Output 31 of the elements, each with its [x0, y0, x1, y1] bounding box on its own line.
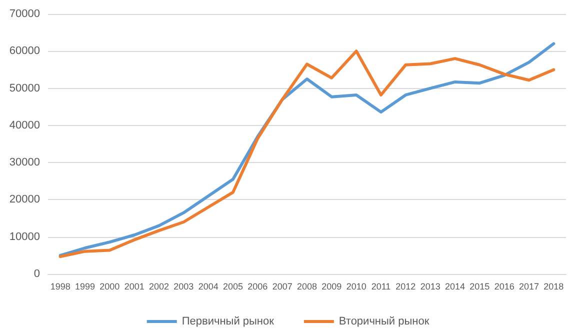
x-tick-label: 2004 — [198, 282, 218, 292]
x-tick-label: 2002 — [148, 282, 170, 292]
x-tick-label: 2001 — [124, 282, 144, 292]
x-tick-label: 2010 — [346, 282, 366, 292]
y-tick-label: 60000 — [9, 45, 40, 58]
x-tick-label: 2007 — [272, 282, 292, 292]
y-tick-label: 30000 — [9, 156, 40, 169]
y-tick-label: 70000 — [9, 8, 40, 20]
x-tick-label: 2018 — [544, 282, 564, 292]
x-tick-label: 2015 — [470, 282, 490, 292]
y-tick-label: 20000 — [9, 194, 40, 206]
y-tick-label: 50000 — [9, 82, 40, 94]
x-tick-label: 2012 — [396, 282, 416, 292]
x-tick-label: 2009 — [322, 282, 342, 292]
x-tick-label: 2014 — [444, 282, 466, 292]
x-tick-label: 2017 — [518, 282, 540, 292]
x-tick-label: 2006 — [248, 282, 268, 292]
x-tick-label: 1999 — [74, 282, 96, 292]
x-tick-label: 2013 — [420, 282, 440, 292]
y-tick-label: 10000 — [9, 230, 40, 243]
legend-label: Вторичный рынок — [338, 316, 430, 328]
x-tick-label: 2011 — [371, 282, 391, 292]
x-tick-label: 2008 — [296, 282, 318, 292]
x-tick-label: 2005 — [222, 282, 244, 292]
x-tick-label: 2003 — [174, 282, 194, 292]
legend-label: Первичный рынок — [182, 316, 274, 328]
x-tick-label: 2000 — [100, 282, 120, 292]
x-tick-label: 2016 — [494, 282, 514, 292]
y-tick-label: 0 — [34, 268, 40, 280]
y-tick-label: 40000 — [9, 119, 40, 132]
x-tick-label: 1998 — [50, 282, 70, 292]
